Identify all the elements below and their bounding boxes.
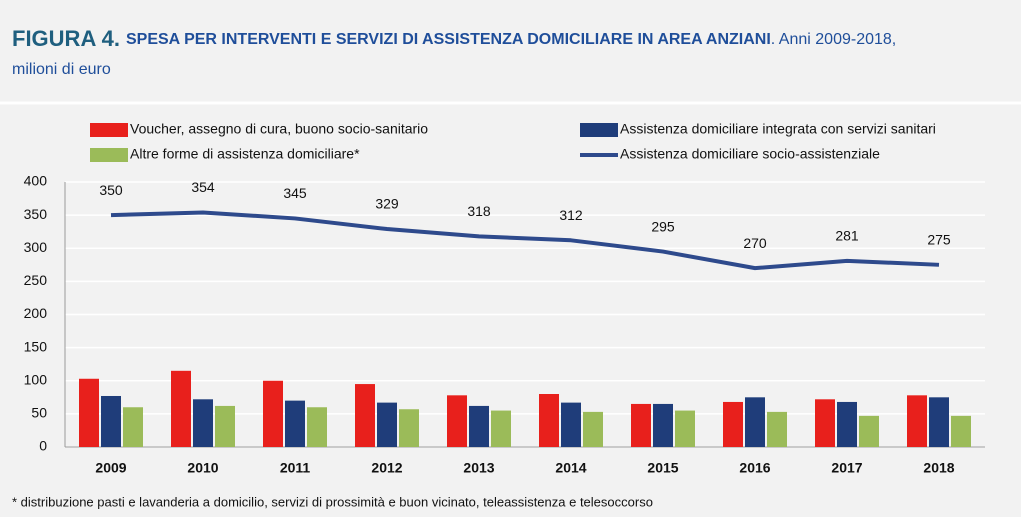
bar xyxy=(745,397,765,447)
bar xyxy=(307,407,327,447)
legend-swatch xyxy=(90,148,128,162)
title-main: SPESA PER INTERVENTI E SERVIZI DI ASSIST… xyxy=(126,31,771,48)
y-tick-label: 250 xyxy=(24,272,48,288)
legend-label: Assistenza domiciliare integrata con ser… xyxy=(620,121,936,137)
footnote: * distribuzione pasti e lavanderia a dom… xyxy=(12,494,653,509)
x-tick-label: 2015 xyxy=(647,460,678,476)
data-label: 295 xyxy=(651,218,675,234)
title: FIGURA 4. SPESA PER INTERVENTI E SERVIZI … xyxy=(12,26,896,51)
bar xyxy=(285,400,305,447)
subtitle: milioni di euro xyxy=(12,61,111,78)
bar xyxy=(79,378,99,447)
bar xyxy=(491,410,511,447)
bar xyxy=(907,395,927,447)
bar xyxy=(951,415,971,447)
bar xyxy=(377,402,397,447)
bar xyxy=(447,395,467,447)
bar xyxy=(929,397,949,447)
bar xyxy=(859,415,879,447)
figure-label: FIGURA 4. xyxy=(12,26,120,51)
data-label: 270 xyxy=(743,235,767,251)
y-tick-label: 350 xyxy=(24,206,48,222)
x-tick-label: 2009 xyxy=(95,460,126,476)
data-label: 318 xyxy=(467,203,491,219)
bar xyxy=(123,407,143,447)
bar xyxy=(767,411,787,447)
line xyxy=(110,210,940,271)
y-tick-label: 200 xyxy=(24,305,48,321)
title-suffix: . Anni 2009-2018, xyxy=(771,31,896,48)
data-label: 312 xyxy=(559,207,583,223)
y-tick-label: 50 xyxy=(31,405,47,421)
bar xyxy=(101,395,121,447)
bar xyxy=(399,409,419,447)
bar xyxy=(171,370,191,447)
bar xyxy=(837,401,857,447)
bar xyxy=(815,399,835,447)
data-label: 329 xyxy=(375,196,399,212)
legend-label: Altre forme di assistenza domiciliare* xyxy=(130,146,360,162)
y-tick-label: 400 xyxy=(24,173,48,189)
x-tick-label: 2013 xyxy=(463,460,494,476)
bar xyxy=(631,403,651,447)
x-tick-label: 2017 xyxy=(831,460,862,476)
data-label: 281 xyxy=(835,228,859,244)
y-tick-label: 100 xyxy=(24,371,48,387)
bar xyxy=(215,405,235,447)
x-tick-label: 2012 xyxy=(371,460,402,476)
bar xyxy=(469,405,489,447)
bar xyxy=(653,403,673,447)
data-label: 275 xyxy=(927,232,951,248)
legend-label: Voucher, assegno di cura, buono socio-sa… xyxy=(130,121,428,137)
x-tick-label: 2018 xyxy=(923,460,954,476)
legend-label: Assistenza domiciliare socio-assistenzia… xyxy=(620,146,880,162)
x-tick-label: 2014 xyxy=(555,460,586,476)
x-tick-label: 2010 xyxy=(187,460,218,476)
bar xyxy=(193,399,213,447)
data-label: 354 xyxy=(191,179,215,195)
legend-swatch xyxy=(580,123,618,137)
y-tick-label: 0 xyxy=(39,438,47,454)
x-tick-label: 2011 xyxy=(280,460,311,476)
bar xyxy=(263,380,283,447)
bar xyxy=(723,401,743,447)
bar xyxy=(583,411,603,447)
data-label: 345 xyxy=(283,185,307,201)
legend-swatch xyxy=(90,123,128,137)
bar xyxy=(355,384,375,447)
data-label: 350 xyxy=(99,182,123,198)
bar xyxy=(539,394,559,447)
bar xyxy=(675,410,695,447)
bar xyxy=(561,402,581,447)
x-tick-label: 2016 xyxy=(739,460,770,476)
y-tick-label: 300 xyxy=(24,239,48,255)
y-tick-label: 150 xyxy=(24,338,48,354)
